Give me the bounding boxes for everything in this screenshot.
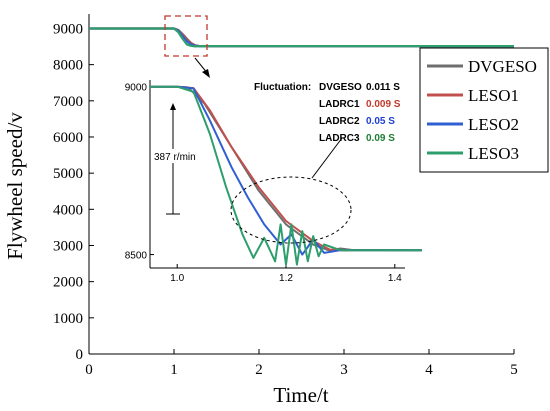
fluct-value-3: 0.09 S	[366, 133, 395, 144]
inset-x-tick-label: 1.4	[388, 273, 402, 284]
x-tick-label: 1	[170, 362, 178, 378]
legend-label-leso3: LESO3	[468, 144, 519, 163]
series-line-leso2	[89, 27, 514, 48]
legend-items: DVGESO LESO1 LESO2 LESO3	[427, 57, 537, 163]
zoom-indicator	[164, 15, 210, 78]
x-axis-label: Time/t	[273, 383, 328, 407]
y-tick-label: 5000	[53, 166, 83, 182]
oscillation-ellipse	[230, 176, 352, 244]
y-axis-label: Flywheel speed/v	[3, 112, 27, 260]
fluctuation-label: Fluctuation:	[254, 82, 311, 93]
inset-series	[150, 85, 423, 266]
zoom-box	[164, 15, 208, 57]
zoom-arrowhead	[202, 69, 210, 78]
drop-label-bg	[152, 149, 202, 163]
main-series	[89, 27, 514, 48]
legend-label-leso1: LESO1	[468, 86, 519, 105]
drop-arrowhead	[170, 103, 176, 110]
y-tick-label: 2000	[53, 275, 83, 291]
main-ticks: 0 1 2 3 4 5 0 1000 2000 3000 4000 5000 6000 7000 8000 9…	[53, 21, 518, 378]
fluct-value-1: 0.009 S	[366, 99, 401, 110]
x-tick-label: 3	[340, 362, 348, 378]
series-line-leso3	[89, 27, 514, 48]
legend-box	[419, 47, 549, 173]
y-tick-label: 6000	[53, 130, 83, 146]
series-line-leso1	[89, 27, 514, 48]
callout-line	[311, 137, 343, 179]
inset-y-tick-label: 9000	[125, 83, 148, 94]
y-tick-label: 7000	[53, 94, 83, 110]
fluctuation-table: Fluctuation: DVGESO 0.011 S LADRC1 0.009…	[254, 82, 401, 144]
fluct-name-2: LADRC2	[319, 116, 360, 127]
inset-x-tick-label: 1.0	[170, 273, 184, 284]
y-tick-label: 1000	[53, 311, 83, 327]
y-tick-label: 4000	[53, 202, 83, 218]
legend: DVGESO LESO1 LESO2 LESO3	[419, 47, 549, 173]
fluct-name-0: DVGESO	[319, 82, 362, 93]
fluct-name-3: LADRC3	[319, 133, 360, 144]
legend-label-dvgeso: DVGESO	[468, 57, 537, 76]
inset-x-tick-label: 1.2	[279, 273, 293, 284]
y-tick-label: 9000	[53, 21, 83, 37]
inset-panel: 1.0 1.2 1.4 8500 9000 387 r/min	[125, 80, 423, 284]
x-tick-label: 5	[510, 362, 518, 378]
inset-y-tick-label: 8500	[125, 251, 148, 262]
fluct-value-2: 0.05 S	[366, 116, 395, 127]
y-tick-label: 0	[76, 347, 84, 363]
x-tick-label: 2	[255, 362, 263, 378]
fluct-name-1: LADRC1	[319, 99, 360, 110]
legend-label-leso2: LESO2	[468, 115, 519, 134]
x-tick-label: 0	[85, 362, 93, 378]
series-line-dvgeso	[89, 27, 514, 48]
inset-background	[150, 80, 422, 268]
inset-series-line-leso3	[150, 85, 422, 266]
x-tick-label: 4	[425, 362, 433, 378]
main-axes	[88, 14, 514, 355]
fluct-value-0: 0.011 S	[366, 82, 400, 93]
drop-label: 387 r/min	[154, 152, 196, 163]
y-tick-label: 3000	[53, 238, 83, 254]
y-tick-label: 8000	[53, 58, 83, 74]
